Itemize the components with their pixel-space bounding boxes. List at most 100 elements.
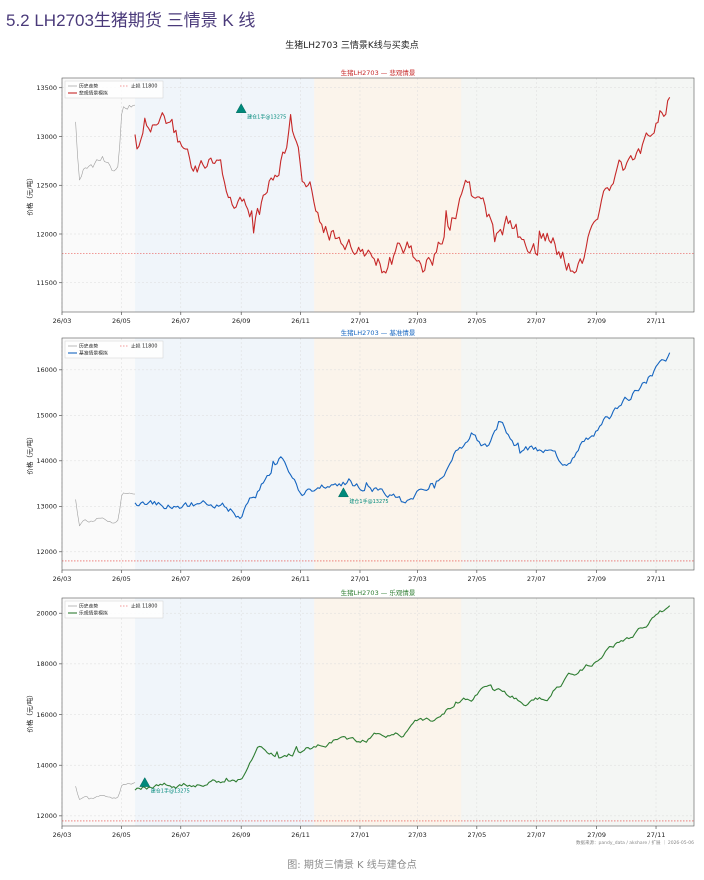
x-tick-label: 27/01 <box>351 575 370 583</box>
legend-item: 基准情景模拟 <box>79 350 108 357</box>
y-tick-label: 12000 <box>36 548 57 556</box>
figure-caption: 图: 期货三情景 K 线与建仓点 <box>287 860 417 871</box>
y-tick-label: 11500 <box>36 279 57 287</box>
x-tick-label: 27/11 <box>647 575 666 583</box>
entry-label: 建仓1手@13275 <box>151 788 190 795</box>
y-tick-label: 13500 <box>36 84 57 92</box>
legend-item: 历史走势 <box>79 83 98 90</box>
x-tick-label: 26/05 <box>112 575 131 583</box>
entry-marker <box>139 777 151 787</box>
y-tick-label: 20000 <box>36 610 57 618</box>
x-tick-label: 26/05 <box>112 831 131 839</box>
legend-box <box>64 80 164 99</box>
x-tick-label: 26/03 <box>53 317 72 325</box>
x-tick-label: 27/09 <box>587 831 606 839</box>
y-tick-label: 16000 <box>36 366 57 374</box>
x-tick-label: 27/01 <box>351 831 370 839</box>
y-tick-label: 18000 <box>36 660 57 668</box>
chart-title: 生猪LH2703 — 基准情景 <box>341 328 416 337</box>
y-tick-label: 13000 <box>36 503 57 511</box>
history-line <box>75 104 136 181</box>
y-tick-label: 12000 <box>36 230 57 238</box>
x-tick-label: 26/09 <box>232 317 251 325</box>
chart-panel: 12000 14000 16000 18000 20000 26/03 26/05 26/07… <box>25 588 695 839</box>
x-tick-label: 27/03 <box>408 575 427 583</box>
y-tick-label: 14000 <box>36 762 57 770</box>
x-tick-label: 27/05 <box>467 317 486 325</box>
page-heading: 5.2 LH2703生猪期货 三情景 K 线 <box>6 11 256 30</box>
season-band <box>461 598 694 826</box>
x-tick-label: 27/09 <box>587 317 606 325</box>
x-tick-label: 27/11 <box>647 831 666 839</box>
x-tick-label: 26/07 <box>171 831 190 839</box>
figure-title: 生猪LH2703 三情景K线与买卖点 <box>285 41 419 51</box>
season-band <box>314 598 462 826</box>
x-tick-label: 26/11 <box>291 831 310 839</box>
x-tick-label: 27/07 <box>527 831 546 839</box>
legend-box <box>64 600 164 619</box>
legend-item: 止损 11800 <box>131 603 157 610</box>
y-tick-label: 16000 <box>36 711 57 719</box>
chart-title: 生猪LH2703 — 悲观情景 <box>341 68 416 77</box>
legend-item: 止损 11800 <box>131 83 157 90</box>
y-axis-label: 价格（元/吨） <box>25 433 34 474</box>
y-tick-label: 13000 <box>36 133 57 141</box>
x-tick-label: 27/03 <box>408 831 427 839</box>
y-tick-label: 15000 <box>36 412 57 420</box>
plot-frame <box>61 77 695 313</box>
x-tick-label: 27/03 <box>408 317 427 325</box>
x-tick-label: 26/03 <box>53 575 72 583</box>
chart-title: 生猪LH2703 — 乐观情景 <box>341 588 416 597</box>
chart-panel: 11500 12000 12500 13000 13500 26/03 26/05 26/07… <box>25 68 695 325</box>
entry-marker <box>338 487 349 498</box>
x-tick-label: 27/01 <box>351 317 370 325</box>
x-tick-label: 27/07 <box>527 317 546 325</box>
x-tick-label: 27/05 <box>467 831 486 839</box>
scenario-line <box>134 605 671 791</box>
x-tick-label: 27/11 <box>647 317 666 325</box>
legend-item: 止损 11800 <box>131 343 157 350</box>
x-tick-label: 26/11 <box>291 317 310 325</box>
entry-label: 建仓1手@13275 <box>247 114 286 121</box>
x-tick-label: 26/03 <box>53 831 72 839</box>
x-tick-label: 27/05 <box>467 575 486 583</box>
season-band <box>314 78 462 312</box>
entry-marker <box>235 103 247 113</box>
plot-frame <box>61 337 695 571</box>
y-tick-label: 12000 <box>36 812 57 820</box>
legend-item: 历史走势 <box>79 603 98 610</box>
x-tick-label: 26/11 <box>291 575 310 583</box>
season-band <box>135 338 315 570</box>
scenario-line <box>134 97 671 274</box>
x-tick-label: 26/07 <box>171 317 190 325</box>
plot-frame <box>61 597 695 827</box>
x-tick-label: 26/07 <box>171 575 190 583</box>
x-tick-label: 26/09 <box>232 575 251 583</box>
legend-item: 历史走势 <box>79 343 98 350</box>
data-source-note: 数据来源：pandy_data / akshare / 扩展 ｜ 2026-05… <box>576 841 694 846</box>
season-band <box>314 338 462 570</box>
season-band <box>461 78 694 312</box>
legend-box <box>64 340 164 359</box>
season-band <box>461 338 694 570</box>
x-tick-label: 27/09 <box>587 575 606 583</box>
y-tick-label: 14000 <box>36 457 57 465</box>
legend-item: 乐观情景模拟 <box>79 610 108 617</box>
y-axis-label: 价格（元/吨） <box>25 174 34 215</box>
chart-panel: 12000 13000 14000 15000 16000 26/03 26/05 26/07… <box>25 328 695 583</box>
x-tick-label: 26/09 <box>232 831 251 839</box>
scenario-line <box>134 352 671 520</box>
history-line <box>75 492 136 527</box>
x-tick-label: 26/05 <box>112 317 131 325</box>
x-tick-label: 27/07 <box>527 575 546 583</box>
history-line <box>75 782 136 800</box>
legend-item: 悲观情景模拟 <box>79 90 108 97</box>
y-axis-label: 价格（元/吨） <box>25 691 34 732</box>
season-band <box>135 598 315 826</box>
entry-label: 建仓1手@13275 <box>349 498 388 505</box>
y-tick-label: 12500 <box>36 182 57 190</box>
